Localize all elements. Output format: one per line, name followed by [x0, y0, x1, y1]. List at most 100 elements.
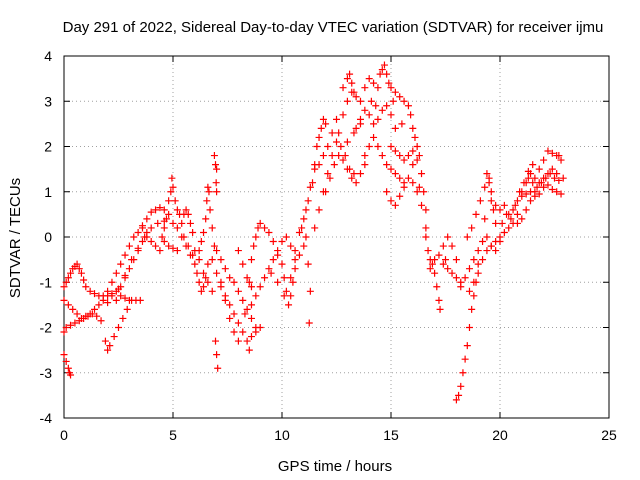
y-tick-label: -3: [40, 365, 53, 381]
y-tick-label: -2: [40, 320, 53, 336]
data-point: [247, 283, 255, 291]
data-point: [234, 319, 242, 327]
data-point: [409, 161, 417, 169]
data-point: [212, 161, 220, 169]
data-point: [505, 224, 513, 232]
data-point: [123, 305, 131, 313]
data-point: [396, 152, 404, 160]
data-point: [93, 312, 101, 320]
data-point: [186, 251, 194, 259]
data-point: [267, 269, 275, 277]
data-point: [160, 238, 168, 246]
data-point: [383, 161, 391, 169]
data-point: [470, 278, 478, 286]
data-point: [548, 165, 556, 173]
data-point: [217, 256, 225, 264]
data-point: [315, 133, 323, 141]
data-point: [513, 197, 521, 205]
data-point: [274, 278, 282, 286]
data-point: [265, 265, 273, 273]
data-point: [315, 206, 323, 214]
data-point: [230, 328, 238, 336]
data-point: [173, 247, 181, 255]
data-point: [461, 274, 469, 282]
data-point: [483, 247, 491, 255]
data-point: [295, 251, 303, 259]
data-point: [214, 364, 222, 372]
data-point: [125, 296, 133, 304]
data-point: [189, 228, 197, 236]
data-point: [428, 260, 436, 268]
data-point: [212, 337, 220, 345]
data-point: [130, 233, 138, 241]
data-point: [396, 192, 404, 200]
data-point: [304, 260, 312, 268]
data-point: [278, 238, 286, 246]
data-point: [69, 305, 77, 313]
data-point: [444, 265, 452, 273]
data-point: [343, 138, 351, 146]
data-point: [524, 174, 532, 182]
data-point: [481, 215, 489, 223]
y-tick-label: -4: [40, 410, 53, 426]
data-point: [291, 256, 299, 264]
data-point: [529, 179, 537, 187]
data-point: [387, 197, 395, 205]
data-point: [544, 181, 552, 189]
data-point: [487, 242, 495, 250]
data-point: [73, 260, 81, 268]
data-point: [383, 102, 391, 110]
data-point: [529, 161, 537, 169]
data-point: [291, 265, 299, 273]
data-point: [492, 219, 500, 227]
data-point: [243, 305, 251, 313]
data-point: [542, 174, 550, 182]
data-point: [326, 174, 334, 182]
data-point: [208, 287, 216, 295]
data-point: [555, 176, 563, 184]
data-point: [247, 314, 255, 322]
data-point: [134, 244, 142, 252]
data-point: [256, 324, 264, 331]
data-point: [461, 355, 469, 363]
data-point: [300, 215, 308, 223]
data-point: [280, 292, 288, 300]
data-point: [245, 278, 253, 286]
data-point: [492, 238, 500, 246]
data-point: [309, 179, 317, 187]
data-point: [350, 88, 358, 96]
data-point: [540, 156, 548, 164]
data-point: [352, 179, 360, 187]
data-point: [492, 247, 500, 255]
data-point: [513, 210, 521, 218]
data-point: [234, 337, 242, 345]
data-point: [117, 292, 125, 300]
data-point: [400, 156, 408, 164]
data-point: [112, 296, 120, 304]
data-point: [138, 238, 146, 246]
x-tick-label: 0: [60, 427, 68, 443]
data-point: [302, 206, 310, 214]
data-point: [431, 269, 439, 277]
data-point: [75, 265, 83, 273]
data-point: [378, 106, 386, 114]
data-point: [67, 269, 75, 277]
data-point: [282, 233, 290, 241]
data-point: [239, 260, 247, 268]
data-point: [380, 61, 388, 69]
data-point: [165, 197, 173, 205]
data-point: [418, 170, 426, 178]
data-point: [328, 152, 336, 160]
data-point: [226, 274, 234, 282]
data-point: [82, 283, 90, 291]
data-point: [507, 215, 515, 223]
data-point: [104, 346, 112, 354]
data-point: [205, 188, 213, 196]
data-point: [115, 324, 122, 331]
data-point: [346, 70, 354, 78]
data-point: [217, 278, 225, 286]
data-point: [404, 102, 412, 110]
data-point: [452, 256, 460, 264]
data-point: [361, 161, 369, 169]
